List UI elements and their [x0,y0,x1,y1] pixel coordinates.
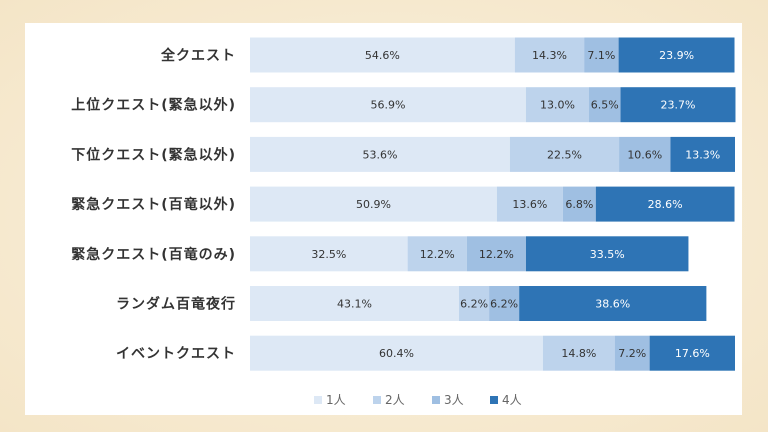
category-label: 緊急クエスト(百竜以外) [71,196,236,213]
bar-segment [250,136,510,172]
category-label: 緊急クエスト(百竜のみ) [71,246,236,263]
data-label: 60.4% [379,347,414,360]
bar-segment [509,136,620,172]
data-label: 6.2% [460,298,488,311]
bar-segment [407,236,467,272]
bar-segment [489,286,520,321]
bar-segment [618,37,735,73]
bar-segment [584,37,619,73]
legend-label: 4人 [502,393,522,407]
category-label: 上位クエスト(緊急以外) [71,97,236,114]
bar-segment [649,335,735,371]
category-label: イベントクエスト [116,346,236,362]
bar-segment [250,335,543,371]
legend-swatch [314,396,322,404]
data-label: 53.6% [363,148,398,161]
data-label: 56.9% [371,99,406,112]
bar-segment [466,236,526,272]
data-label: 22.5% [547,148,582,161]
data-label: 33.5% [590,248,625,261]
data-label: 43.1% [337,298,372,311]
data-label: 13.0% [540,99,575,112]
data-label: 23.9% [659,49,694,62]
bar-segment [514,37,585,73]
bar-segment [250,87,526,123]
bars-group: 54.6% 14.3% 7.1% 23.9% 56.9% 13.0% 6.5% 23.7% 53… [250,37,736,371]
bar-segment [542,335,615,371]
data-label: 10.6% [627,148,662,161]
bar-segment [459,286,490,321]
bar-segment [562,186,596,222]
legend-label: 3人 [444,393,464,407]
legend-swatch [490,396,498,404]
legend-label: 1人 [326,393,346,407]
bar-segment [670,136,735,172]
bar-segment [250,236,408,272]
bar-segment [619,136,671,172]
bar-segment [250,286,460,321]
data-label: 12.2% [420,248,455,261]
data-label: 7.1% [587,49,615,62]
data-label: 6.5% [591,99,619,112]
bar-segment [250,186,497,222]
data-label: 14.8% [561,347,596,360]
data-label: 23.7% [661,99,696,112]
bar-segment [496,186,563,222]
bar-segment [595,186,735,222]
bar-segment [525,87,590,123]
legend: 1人 2人 3人 4人 [314,393,522,407]
bar-segment [620,87,736,123]
bar-segment [250,37,515,73]
data-label: 14.3% [532,49,567,62]
legend-swatch [373,396,381,404]
data-label: 13.6% [512,198,547,211]
data-label: 6.2% [490,298,518,311]
data-label: 50.9% [356,198,391,211]
data-label: 13.3% [685,148,720,161]
legend-swatch [432,396,440,404]
data-label: 17.6% [675,347,710,360]
bar-segment [614,335,650,371]
bar-segment [525,236,689,272]
data-label: 12.2% [479,248,514,261]
category-label: 下位クエスト(緊急以外) [71,146,236,163]
data-label: 54.6% [365,49,400,62]
data-label: 7.2% [618,347,646,360]
bar-segment [519,286,707,321]
bar-segment [589,87,621,123]
legend-label: 2人 [385,393,405,407]
data-label: 32.5% [311,248,346,261]
data-label: 6.8% [565,198,593,211]
category-label: 全クエスト [160,47,236,64]
category-label: ランダム百竜夜行 [116,296,236,313]
data-label: 28.6% [648,198,683,211]
data-label: 38.6% [595,298,630,311]
